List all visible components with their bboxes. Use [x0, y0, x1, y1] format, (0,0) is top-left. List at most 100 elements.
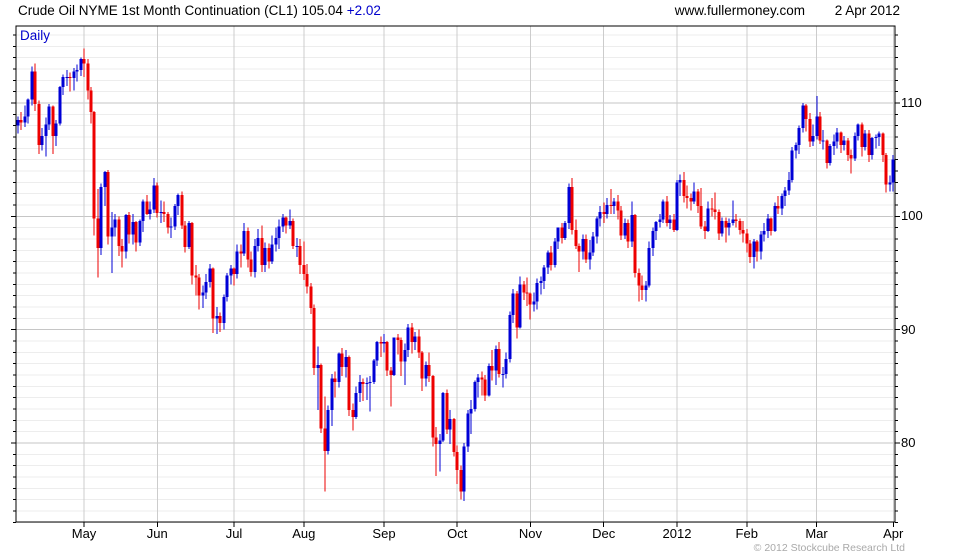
candle-body	[549, 252, 553, 266]
candle-body	[699, 206, 703, 227]
candle-body	[522, 284, 526, 293]
candle-body	[47, 106, 51, 125]
candle-body	[682, 180, 686, 196]
candle-body	[741, 229, 745, 234]
candle-body	[532, 301, 536, 305]
candle-body	[720, 220, 724, 234]
candle-body	[201, 292, 205, 296]
candle-body	[68, 76, 72, 79]
candle-body	[602, 211, 606, 215]
candle-body	[752, 241, 756, 258]
candle-body	[23, 116, 27, 123]
candle-body	[797, 127, 801, 145]
candle-body	[277, 226, 281, 238]
candle-body	[382, 342, 386, 344]
candle-body	[249, 259, 253, 272]
candle-body	[103, 172, 107, 187]
candle-body	[61, 76, 65, 88]
candle-body	[134, 221, 138, 243]
candle-body	[881, 133, 885, 156]
candle-body	[487, 365, 491, 396]
month-label: May	[71, 526, 97, 541]
candle-body	[361, 381, 365, 385]
candle-body	[668, 219, 672, 224]
candle-body	[180, 194, 184, 226]
instrument-name: Crude Oil NYME 1st Month Continuation (C…	[18, 3, 298, 18]
candle-body	[438, 440, 442, 445]
candle-body	[284, 217, 288, 226]
candle-body	[379, 342, 383, 344]
candle-body	[75, 70, 79, 72]
candle-body	[528, 293, 532, 305]
candle-body	[891, 159, 895, 183]
candle-body	[92, 112, 96, 219]
candle-body	[72, 71, 76, 79]
candle-body	[703, 226, 707, 232]
candle-body	[242, 231, 246, 254]
candle-body	[413, 336, 417, 343]
candle-body	[270, 244, 274, 262]
candle-body	[685, 195, 689, 199]
month-label: 2012	[662, 526, 692, 541]
plot-border	[15, 25, 896, 523]
candle-body	[466, 413, 470, 447]
candle-body	[298, 245, 302, 266]
candle-body	[490, 365, 494, 371]
price-label: 110	[901, 95, 922, 110]
candle-body	[441, 393, 445, 441]
candle-body	[525, 292, 529, 294]
month-label: Aug	[292, 526, 316, 541]
candle-body	[542, 267, 546, 281]
candle-body	[553, 241, 557, 266]
candle-body	[229, 268, 233, 276]
candle-body	[110, 227, 114, 237]
candle-body	[19, 119, 23, 123]
candle-body	[162, 211, 166, 215]
candle-body	[860, 124, 864, 148]
candle-body	[644, 285, 648, 290]
candle-body	[145, 201, 149, 215]
candle-body	[340, 353, 344, 368]
candle-body	[692, 191, 696, 202]
candle-body	[372, 360, 376, 382]
candle-body	[239, 251, 243, 254]
candle-body	[176, 194, 180, 207]
candle-body	[504, 359, 508, 374]
candle-body	[804, 105, 808, 119]
candle-body	[319, 364, 323, 429]
candle-body	[358, 381, 362, 394]
candle-body	[187, 223, 191, 247]
candle-body	[235, 251, 239, 275]
chart-title: Crude Oil NYME 1st Month Continuation (C…	[18, 3, 381, 18]
candle-body	[494, 348, 498, 371]
candle-body	[281, 217, 285, 227]
candle-body	[190, 223, 194, 276]
candle-body	[246, 231, 250, 260]
candle-body	[131, 221, 135, 235]
candle-body	[431, 376, 435, 438]
candle-body	[33, 71, 37, 105]
candle-body	[79, 58, 83, 71]
candle-body	[225, 275, 229, 297]
candle-body	[595, 218, 599, 237]
candle-body	[96, 218, 100, 249]
price-label: 100	[901, 208, 923, 224]
candle-body	[173, 206, 177, 227]
candle-body	[403, 350, 407, 362]
candle-body	[65, 76, 69, 78]
candle-body	[253, 245, 257, 272]
candle-body	[651, 231, 655, 249]
candle-body	[874, 136, 878, 139]
candle-body	[30, 71, 34, 100]
candle-body	[773, 206, 777, 232]
candle-body	[396, 337, 400, 340]
candle-body	[801, 105, 805, 128]
candle-body	[577, 245, 581, 252]
candle-body	[392, 337, 396, 375]
candle-body	[640, 285, 644, 290]
candle-body	[330, 378, 334, 411]
candle-body	[567, 186, 571, 224]
candle-body	[849, 155, 853, 159]
candle-body	[745, 233, 749, 244]
